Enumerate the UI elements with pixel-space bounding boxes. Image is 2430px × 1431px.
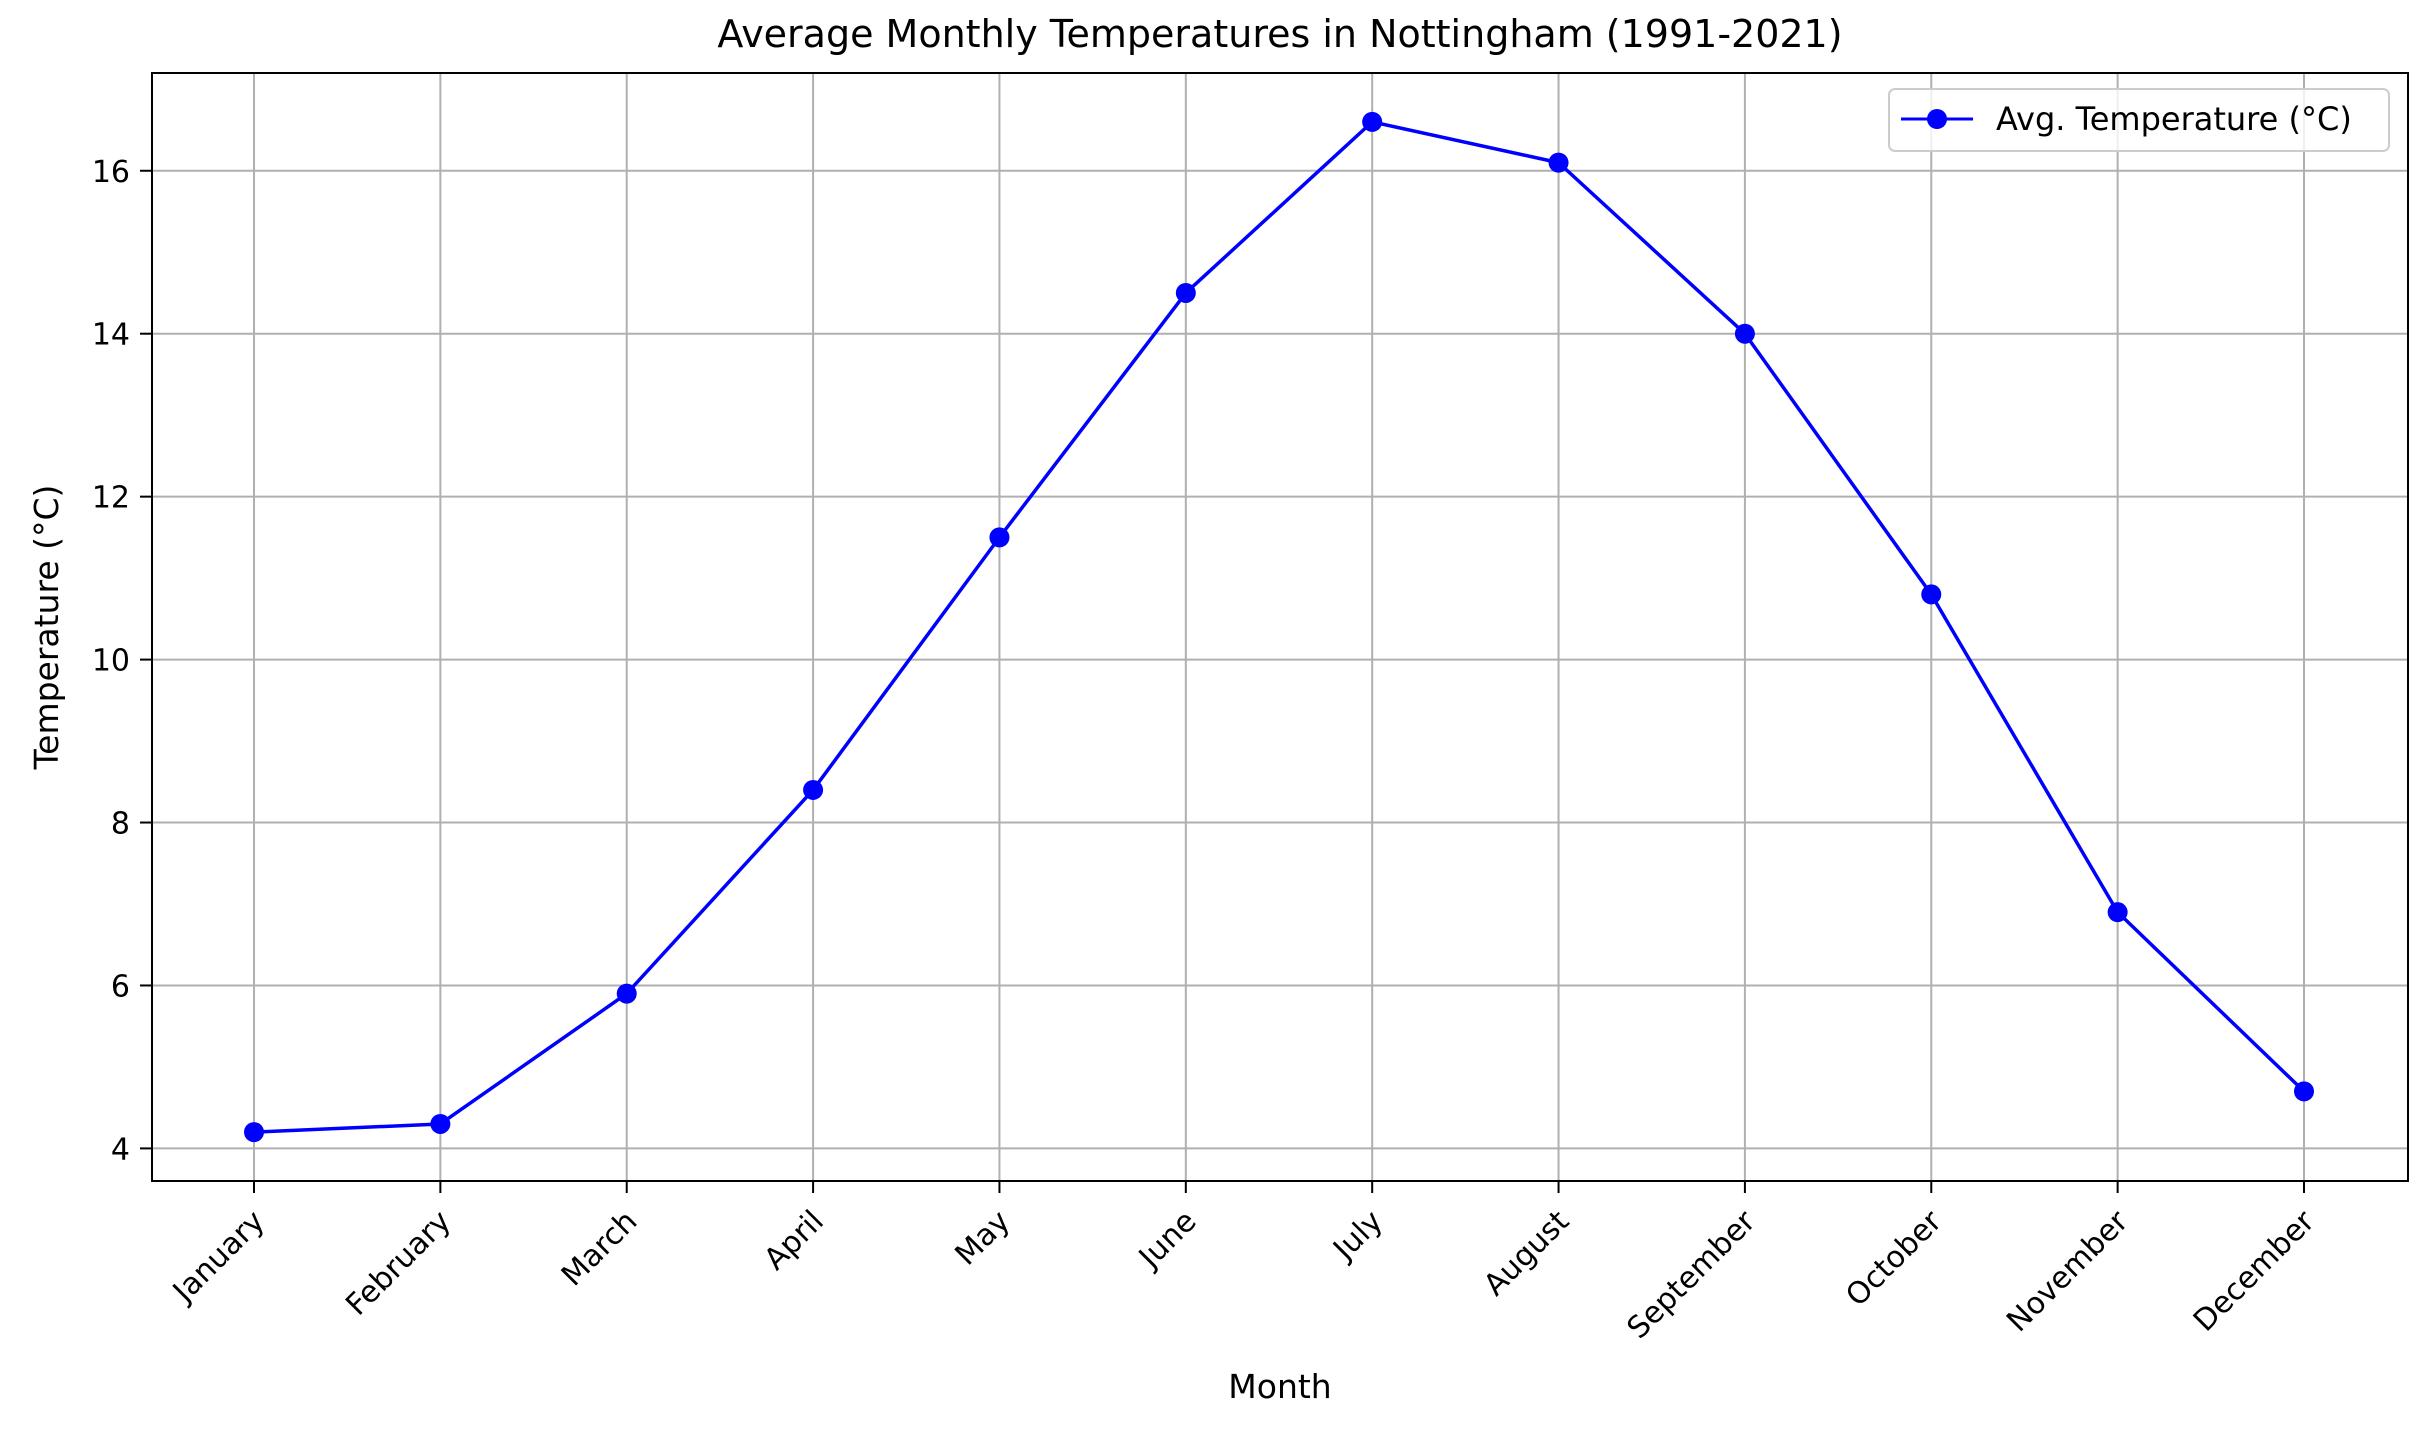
data-point-marker (989, 527, 1010, 548)
data-point-marker (1734, 323, 1755, 344)
y-tick-label: 16 (92, 155, 130, 190)
data-point-marker (1548, 152, 1569, 173)
data-point-marker (2294, 1081, 2314, 1102)
data-point-marker (1362, 111, 1383, 132)
legend-entry-label: Avg. Temperature (°C) (1996, 100, 2352, 138)
data-point-marker (803, 779, 824, 800)
y-tick-label: 12 (92, 481, 130, 516)
y-tick-label: 8 (111, 807, 130, 842)
x-axis-label: Month (1228, 1367, 1331, 1406)
data-point-marker (616, 983, 637, 1004)
grid (152, 73, 2408, 1181)
data-point-marker (1175, 282, 1196, 303)
data-point-marker (1921, 584, 1942, 605)
series-layer (244, 111, 2314, 1143)
y-axis-label: Temperature (°C) (27, 485, 66, 771)
y-tick-label: 6 (111, 969, 130, 1004)
legend-box (1888, 88, 2390, 152)
series-line (253, 120, 2306, 1134)
data-point-marker (430, 1113, 451, 1134)
chart-title: Average Monthly Temperatures in Nottingh… (717, 12, 1842, 56)
data-point-marker (244, 1122, 264, 1143)
data-point-marker (2107, 902, 2128, 923)
y-tick-label: 4 (111, 1132, 130, 1167)
y-tick-label: 14 (92, 318, 130, 353)
legend-marker-sample (1927, 109, 1947, 129)
y-tick-label: 10 (92, 644, 130, 679)
legend: Avg. Temperature (°C) (1888, 88, 2390, 152)
plot-area-frame (151, 72, 2409, 1182)
